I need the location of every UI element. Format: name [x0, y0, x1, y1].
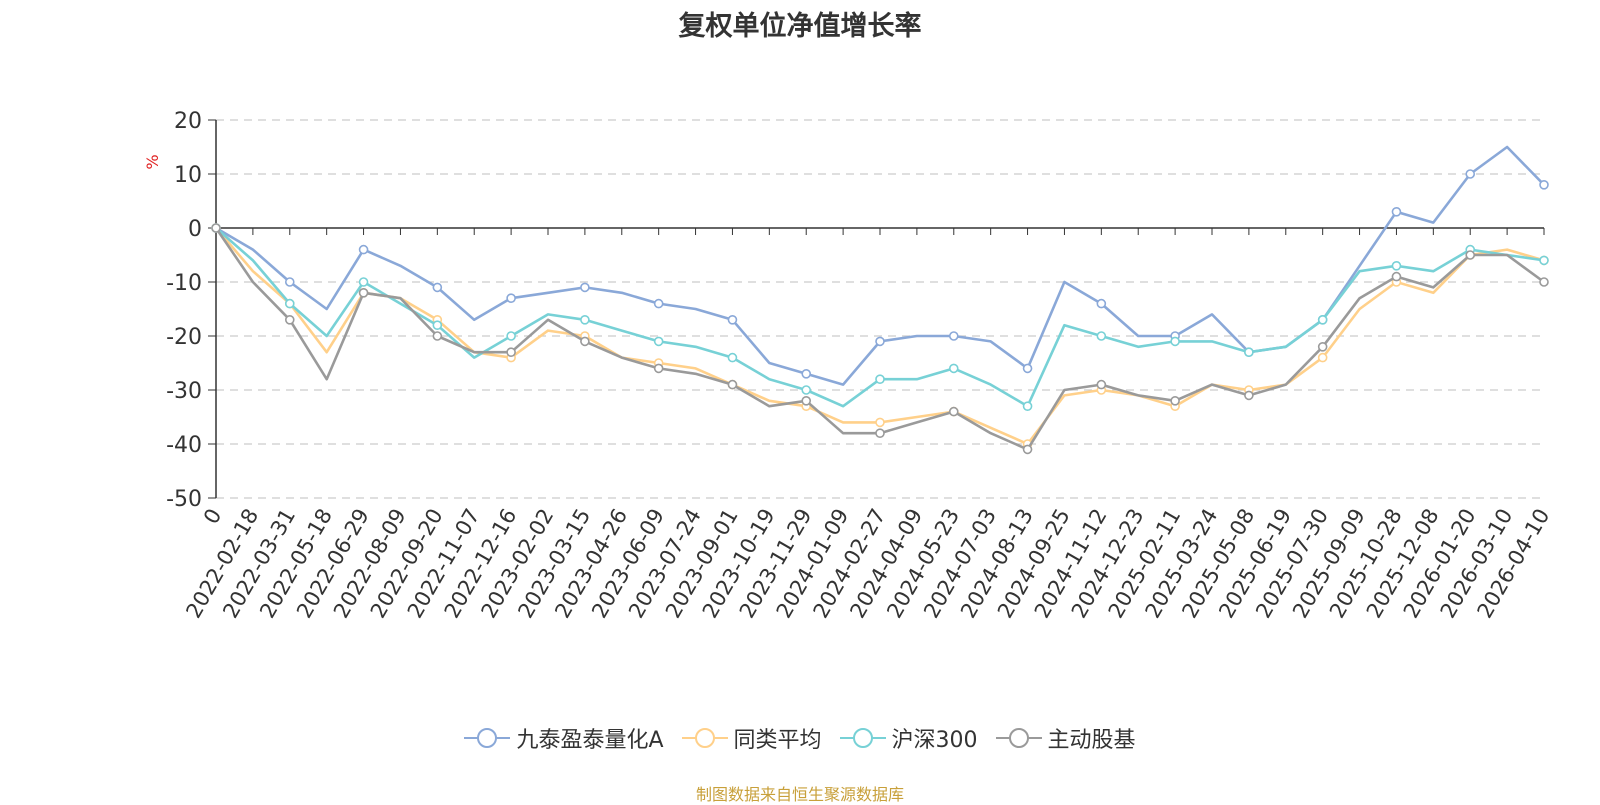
y-tick-label: -50: [166, 487, 202, 512]
data-point: [1022, 444, 1033, 455]
data-point: [1317, 314, 1328, 325]
legend-line-circle-icon: [681, 728, 728, 748]
legend-label: 九泰盈泰量化A: [516, 728, 664, 753]
legend-item-peer-average[interactable]: 同类平均: [681, 722, 822, 754]
data-point: [1539, 180, 1549, 190]
data-point: [1022, 401, 1033, 412]
data-point: [1465, 169, 1476, 179]
data-point: [580, 336, 590, 347]
legend-item-hs300[interactable]: 沪深300: [839, 722, 978, 754]
legend-line-circle-icon: [839, 728, 886, 748]
data-point: [1096, 331, 1107, 341]
data-point: [1244, 347, 1254, 358]
data-point: [948, 331, 959, 341]
data-point: [432, 320, 443, 331]
data-point: [727, 352, 738, 363]
data-point: [358, 287, 369, 298]
data-point: [801, 385, 812, 395]
data-point: [506, 293, 516, 304]
y-tick-label: -30: [166, 379, 202, 404]
data-point: [1465, 250, 1476, 260]
data-point: [1391, 207, 1402, 217]
data-point: [948, 363, 959, 374]
data-point: [1096, 379, 1107, 390]
data-point: [1022, 363, 1033, 374]
data-point: [1391, 271, 1402, 282]
data-point: [1391, 260, 1402, 271]
y-tick-label: 10: [174, 163, 202, 188]
data-point: [284, 314, 295, 325]
data-point: [727, 379, 738, 390]
y-tick-label: -40: [166, 433, 202, 458]
legend-label: 沪深300: [891, 728, 978, 753]
source-note: 制图数据来自恒生聚源数据库: [695, 785, 904, 804]
y-axis-label: %: [143, 154, 162, 169]
data-point: [875, 428, 885, 439]
data-point: [653, 298, 664, 309]
data-point: [727, 314, 738, 325]
data-point: [1539, 277, 1549, 287]
data-point: [1317, 341, 1328, 352]
data-point: [432, 331, 443, 341]
y-tick-label: -10: [166, 271, 202, 296]
legend: 九泰盈泰量化A 同类平均 沪深300 主动股基: [0, 722, 1600, 754]
data-point: [948, 406, 959, 417]
data-point: [580, 282, 590, 293]
data-point: [1096, 298, 1107, 309]
legend-item-active-equity[interactable]: 主动股基: [995, 722, 1136, 754]
data-point: [1539, 255, 1549, 266]
data-point: [1170, 336, 1180, 347]
legend-label: 同类平均: [733, 728, 822, 753]
x-tick-label: 0: [199, 505, 226, 529]
data-point: [284, 298, 295, 309]
data-point: [358, 244, 369, 255]
y-tick-label: -20: [166, 325, 202, 350]
data-point: [506, 347, 516, 358]
data-point: [801, 368, 812, 379]
series-line-0: [215, 145, 1545, 386]
legend-line-circle-icon: [464, 728, 511, 748]
data-point: [432, 282, 443, 293]
data-point: [358, 277, 369, 287]
data-point: [211, 223, 221, 233]
data-point: [580, 314, 590, 325]
data-point: [506, 331, 516, 341]
chart-title: 复权单位净值增长率: [678, 11, 922, 42]
data-point: [875, 374, 885, 385]
data-point: [875, 336, 885, 347]
data-point: [284, 277, 295, 287]
y-tick-label: 0: [188, 217, 202, 242]
legend-label: 主动股基: [1047, 728, 1136, 753]
legend-line-circle-icon: [995, 728, 1042, 748]
legend-item-jiutai[interactable]: 九泰盈泰量化A: [464, 722, 664, 754]
data-point: [1170, 395, 1180, 406]
data-point: [801, 395, 812, 406]
data-point: [653, 363, 664, 374]
data-point: [875, 417, 885, 428]
data-point: [1317, 352, 1328, 363]
y-tick-label: 20: [174, 109, 202, 134]
data-point: [653, 336, 664, 347]
data-point: [1244, 390, 1254, 401]
